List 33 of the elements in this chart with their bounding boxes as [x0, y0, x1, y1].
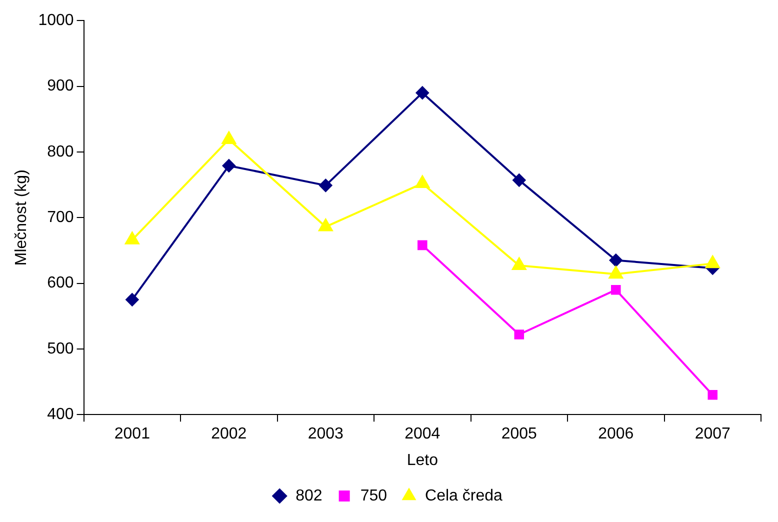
y-tick-label: 1000 — [38, 12, 74, 30]
point — [318, 218, 333, 232]
x-tick-label: 2001 — [114, 426, 150, 443]
y-tick-label: 900 — [47, 78, 74, 95]
point — [126, 293, 139, 306]
point — [708, 390, 718, 400]
point — [608, 266, 623, 279]
point — [514, 330, 524, 340]
point — [319, 178, 332, 192]
point — [222, 159, 236, 172]
point — [416, 86, 429, 100]
point — [512, 174, 526, 187]
y-tick-label: 500 — [47, 340, 74, 358]
x-tick-label: 2002 — [211, 426, 247, 443]
point — [610, 284, 621, 295]
x-tick-label: 2005 — [501, 426, 538, 443]
point — [609, 254, 622, 267]
y-tick-label: 600 — [47, 274, 74, 292]
point — [706, 256, 720, 268]
y-tick-label: 800 — [47, 143, 74, 160]
legend-label: 802 — [296, 487, 322, 504]
x-tick-label: 2004 — [404, 426, 440, 443]
x-tick-label: 2006 — [598, 426, 634, 443]
y-tick-label: 400 — [47, 406, 74, 424]
x-tick-label: 2007 — [694, 426, 731, 443]
x-tick-label: 2003 — [308, 426, 344, 443]
point — [418, 240, 428, 250]
x-axis-title: Leto — [406, 452, 438, 469]
y-tick-label: 700 — [47, 209, 74, 226]
y-axis-title: Mlečnost (kg) — [13, 170, 30, 266]
legend-label: 750 — [360, 487, 388, 504]
legend-label: Cela čreda — [425, 487, 502, 504]
point — [512, 258, 526, 270]
